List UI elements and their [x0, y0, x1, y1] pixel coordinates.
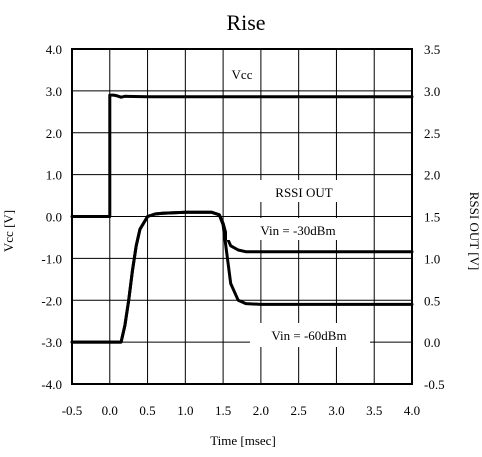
y-axis-left-label: Vcc [V]	[1, 210, 16, 252]
x-axis-label: Time [msec]	[210, 433, 276, 448]
y-left-tick-label: -4.0	[41, 377, 62, 392]
series-group	[70, 93, 414, 344]
annotation-rssi-out: RSSI OUT	[250, 180, 360, 202]
annotation-vin-30: Vin = -30dBm	[227, 218, 367, 240]
y-right-tick-label: 1.0	[424, 251, 440, 266]
plot-frame	[71, 48, 413, 385]
x-tick-label: 4.0	[404, 403, 420, 418]
y-left-tick-label: 1.0	[46, 168, 62, 183]
x-tick-label: 3.5	[366, 403, 382, 418]
x-tick-label: 0.5	[139, 403, 155, 418]
y-right-tick-label: 2.5	[424, 126, 440, 141]
series-line-0	[70, 93, 414, 218]
y-left-tick-label: 4.0	[46, 42, 62, 57]
x-tick-label: -0.5	[62, 403, 83, 418]
y-left-tick-label: -2.0	[41, 293, 62, 308]
series-line-2	[70, 210, 414, 344]
annotation-vin-60-label: Vin = -60dBm	[271, 328, 346, 343]
chart-title: Rise	[226, 10, 265, 35]
y-right-tick-label: 1.5	[424, 210, 440, 225]
annotation-vin-30-label: Vin = -30dBm	[260, 223, 335, 238]
annotation-vin-60: Vin = -60dBm	[250, 323, 370, 347]
y-left-tick-label: 0.0	[46, 210, 62, 225]
tick-labels: -0.5 0.0 0.5 1.0 1.5 2.0 2.5 3.0 3.5 4.0 4.0 3.0 2.0…	[41, 42, 444, 418]
annotation-rssi-bg	[250, 180, 360, 202]
y-left-tick-label: 2.0	[46, 126, 62, 141]
annotation-vin-30-bg	[227, 218, 367, 240]
x-tick-label: 1.5	[215, 403, 231, 418]
x-tick-label: 0.0	[102, 403, 118, 418]
x-tick-label: 1.0	[177, 403, 193, 418]
x-tick-label: 2.5	[291, 403, 307, 418]
y-right-tick-label: 0.5	[424, 293, 440, 308]
y-left-tick-label: -1.0	[41, 251, 62, 266]
annotation-rssi-out-label: RSSI OUT	[275, 185, 332, 200]
y-left-tick-label: -3.0	[41, 335, 62, 350]
x-tick-label: 2.0	[253, 403, 269, 418]
x-tick-label: 3.0	[328, 403, 344, 418]
annotation-vin-60-bg	[250, 323, 370, 347]
y-right-tick-label: 0.0	[424, 335, 440, 350]
annotation-vcc-label: Vcc	[232, 67, 253, 82]
y-right-tick-label: 2.0	[424, 168, 440, 183]
y-axis-right-label: RSSI OUT [V]	[467, 192, 482, 271]
y-right-tick-label: -0.5	[424, 377, 445, 392]
y-right-tick-label: 3.5	[424, 42, 440, 57]
y-left-tick-label: 3.0	[46, 84, 62, 99]
y-right-tick-label: 3.0	[424, 84, 440, 99]
annotation-vcc: Vcc	[232, 67, 253, 82]
